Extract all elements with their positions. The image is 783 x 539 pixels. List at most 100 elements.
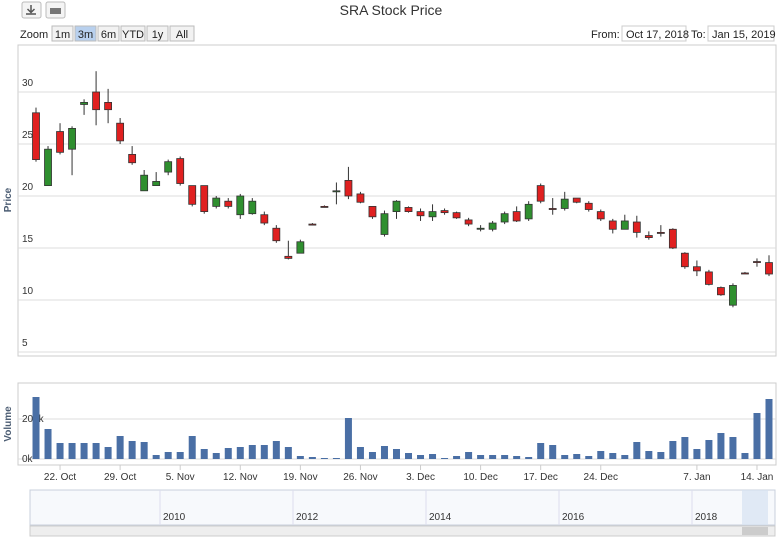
x-tick-label: 19. Nov bbox=[283, 472, 317, 483]
to-value[interactable]: Jan 15, 2019 bbox=[712, 29, 776, 41]
from-value[interactable]: Oct 17, 2018 bbox=[626, 29, 689, 41]
volume-bar bbox=[368, 452, 376, 459]
candle-body bbox=[452, 212, 461, 219]
y-tick-label: 30 bbox=[22, 78, 34, 89]
volume-bar bbox=[176, 452, 184, 459]
range-button-label[interactable]: YTD bbox=[122, 29, 144, 41]
to-label: To: bbox=[691, 29, 706, 41]
volume-bar bbox=[188, 436, 196, 459]
candle-body bbox=[212, 197, 221, 207]
range-button-label[interactable]: 1m bbox=[55, 29, 70, 41]
candle-body bbox=[765, 262, 773, 275]
range-button-label[interactable]: 1y bbox=[152, 29, 164, 41]
candle-body bbox=[116, 122, 125, 142]
print-icon bbox=[50, 8, 61, 14]
range-button[interactable] bbox=[51, 25, 74, 42]
candle-body bbox=[656, 231, 665, 234]
candle-body bbox=[428, 211, 437, 218]
volume-bar bbox=[356, 447, 364, 459]
candle-body bbox=[392, 200, 401, 212]
volume-bar bbox=[765, 399, 773, 459]
volume-bar bbox=[537, 443, 545, 459]
volume-bar bbox=[140, 442, 148, 459]
from-input[interactable] bbox=[621, 25, 687, 42]
x-tick-label: 10. Dec bbox=[463, 472, 497, 483]
y-tick-label: 20 bbox=[22, 182, 34, 193]
volume-bar bbox=[681, 437, 689, 459]
candle-body bbox=[368, 205, 377, 218]
candle-body bbox=[416, 211, 425, 217]
navigator-selection[interactable] bbox=[742, 490, 768, 525]
range-button[interactable] bbox=[120, 25, 146, 42]
candle-body bbox=[164, 161, 173, 173]
range-buttons: 1m 3m 6m YTD 1y All bbox=[51, 25, 195, 42]
range-button-label[interactable]: All bbox=[176, 29, 188, 41]
volume-bar bbox=[380, 446, 388, 459]
candle-body bbox=[608, 220, 617, 230]
candle-body bbox=[32, 112, 40, 161]
candle-body bbox=[272, 227, 281, 242]
volume-bar bbox=[68, 443, 76, 459]
volume-bar bbox=[717, 433, 725, 459]
candle-body bbox=[380, 213, 389, 235]
volume-bar bbox=[212, 453, 220, 459]
x-tick-label: 12. Nov bbox=[223, 472, 257, 483]
candle-body bbox=[476, 227, 485, 230]
navigator-label: 2014 bbox=[429, 512, 452, 523]
range-button-label[interactable]: 6m bbox=[101, 29, 116, 41]
candle-body bbox=[284, 255, 293, 259]
x-tick-label: 22. Oct bbox=[44, 472, 76, 483]
from-label: From: bbox=[591, 29, 620, 41]
volume-bar bbox=[705, 440, 713, 459]
candle-body bbox=[140, 174, 149, 192]
volume-bar bbox=[164, 452, 172, 459]
volume-bar bbox=[621, 455, 629, 459]
navigator-label: 2010 bbox=[163, 512, 186, 523]
volume-bar bbox=[44, 429, 52, 459]
volume-bar bbox=[56, 443, 64, 459]
chart-title: SRA Stock Price bbox=[340, 2, 443, 18]
candle-body bbox=[344, 179, 353, 197]
candle-body bbox=[224, 200, 233, 207]
volume-bar bbox=[344, 418, 352, 459]
x-tick-label: 5. Nov bbox=[166, 472, 195, 483]
volume-bar bbox=[200, 449, 208, 459]
candle-body bbox=[356, 193, 365, 203]
candle-body bbox=[176, 158, 185, 184]
navigator[interactable] bbox=[29, 489, 776, 526]
range-button[interactable] bbox=[146, 25, 169, 42]
volume-bar bbox=[465, 452, 473, 459]
x-tick-label: 17. Dec bbox=[523, 472, 557, 483]
candle-body bbox=[560, 198, 569, 209]
y-tick-label: 15 bbox=[22, 234, 34, 245]
scrollbar[interactable] bbox=[29, 525, 776, 537]
y-tick-label: 5 bbox=[22, 338, 28, 349]
candle-body bbox=[644, 235, 653, 239]
volume-bar bbox=[729, 437, 737, 459]
candle-body bbox=[308, 223, 317, 226]
volume-bar bbox=[116, 436, 124, 459]
range-button[interactable] bbox=[74, 25, 97, 42]
x-tick-label: 29. Oct bbox=[104, 472, 136, 483]
candle-body bbox=[717, 287, 725, 296]
candle-body bbox=[80, 102, 88, 105]
candle-body bbox=[44, 148, 52, 186]
range-button[interactable] bbox=[97, 25, 120, 42]
volume-bar bbox=[657, 452, 665, 459]
volume-bar bbox=[429, 454, 437, 459]
candle-body bbox=[572, 197, 581, 203]
candle-body bbox=[128, 153, 137, 164]
export-buttons[interactable] bbox=[21, 1, 66, 19]
volume-bar bbox=[753, 413, 761, 459]
to-input[interactable] bbox=[707, 25, 775, 42]
scrollbar-thumb[interactable] bbox=[742, 527, 768, 535]
candle-body bbox=[260, 214, 269, 224]
zoom-label: Zoom bbox=[20, 29, 48, 41]
candle-body bbox=[320, 205, 329, 208]
range-button[interactable] bbox=[169, 25, 195, 42]
download-icon bbox=[26, 5, 36, 15]
volume-bar bbox=[741, 453, 749, 459]
volume-panel bbox=[17, 382, 777, 466]
volume-bar bbox=[597, 451, 605, 459]
range-button-label[interactable]: 3m bbox=[78, 29, 93, 41]
